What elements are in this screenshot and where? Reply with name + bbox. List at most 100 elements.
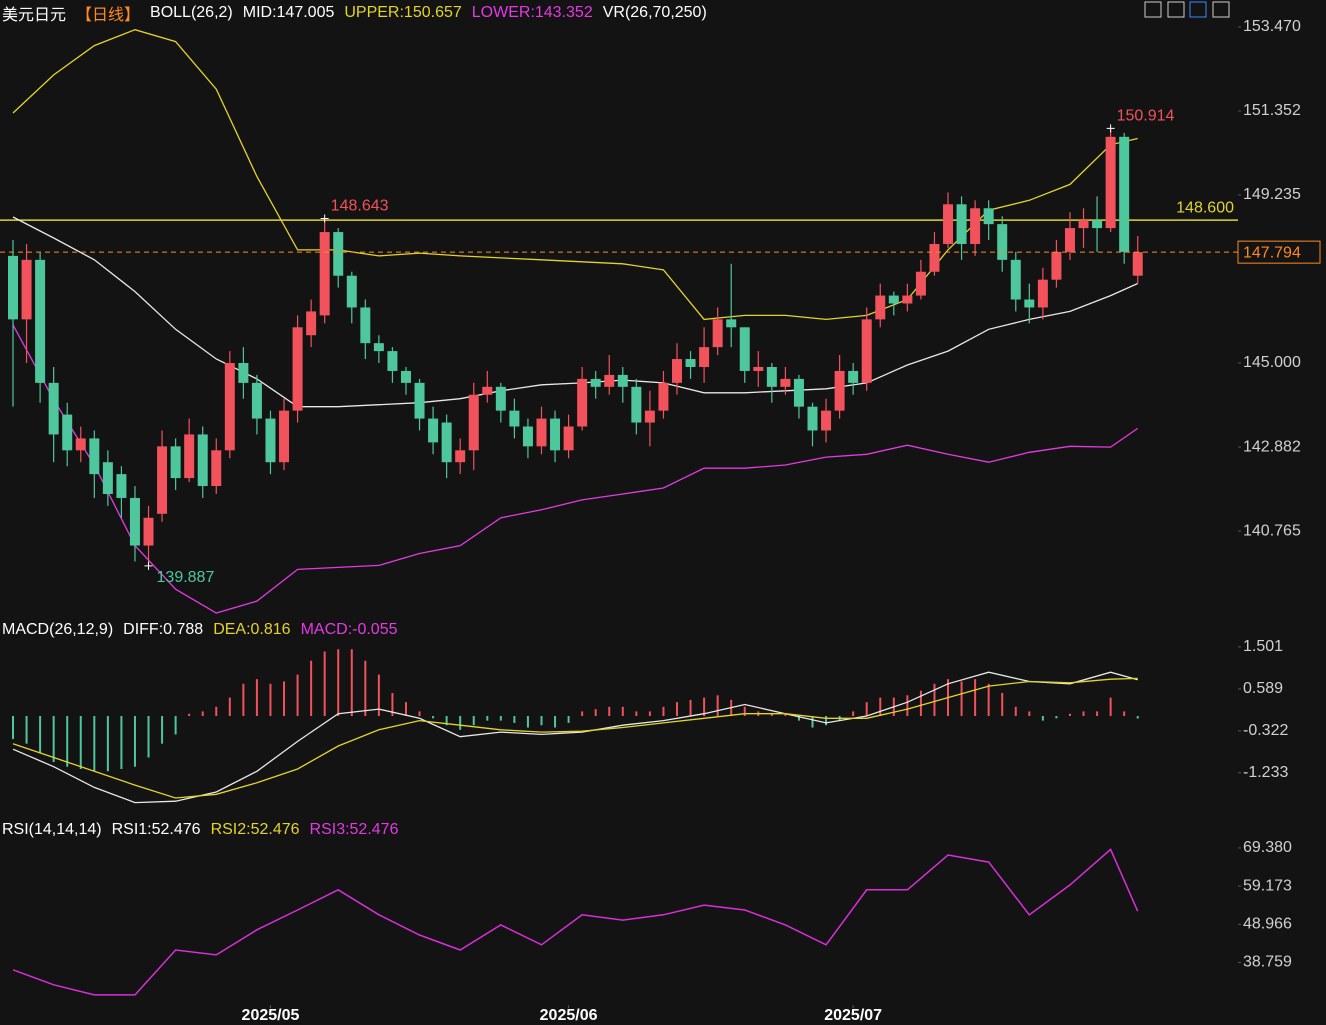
boll-line (12, 29, 1138, 321)
legend-item: RSI2:52.476 (210, 821, 300, 838)
candle-body (766, 366, 777, 387)
candle-body (1078, 220, 1089, 229)
y-tick-label: 153.470 (1243, 18, 1301, 35)
candle-body (265, 418, 276, 463)
candle-body (509, 410, 520, 427)
candle-body (455, 450, 466, 463)
toolbar-button[interactable] (1167, 1, 1185, 18)
macd-line (12, 677, 1138, 799)
y-tick-label: 149.235 (1243, 186, 1301, 203)
candle-body (929, 243, 940, 272)
main-legend: 美元日元 【日线】 BOLL(26,2) MID:147.005 UPPER:150.6… (2, 1, 707, 25)
high-marker (1106, 124, 1115, 133)
legend-item: MACD(26,12,9) (2, 621, 114, 638)
legend-item: MID:147.005 (242, 4, 335, 21)
candle-body (671, 359, 682, 383)
toolbar-button[interactable] (1144, 1, 1162, 18)
y-tick-label: 59.173 (1243, 877, 1292, 894)
candle-body (251, 382, 262, 419)
candle-body (522, 426, 533, 447)
candle-body (468, 394, 479, 451)
macd-legend: MACD(26,12,9) DIFF:0.788 DEA:0.816 MACD:-0.… (2, 621, 398, 639)
legend-item: RSI(14,14,14) (2, 821, 102, 838)
candle-body (8, 255, 19, 320)
candle-body (550, 418, 561, 451)
candle-body (1010, 259, 1021, 300)
boll-line (12, 324, 1139, 614)
legend-item: 【日线】 (76, 7, 141, 24)
legend-item: UPPER:150.657 (344, 4, 462, 21)
candle-body (861, 319, 872, 383)
legend-item: 美元日元 (2, 7, 67, 24)
candle-body (1037, 279, 1048, 308)
candle-body (1051, 251, 1062, 280)
candle-body (1092, 220, 1103, 229)
candle-body (753, 366, 764, 371)
candle-body (997, 224, 1008, 260)
candle-body (129, 497, 140, 546)
candle-body (604, 374, 615, 387)
candle-body (48, 382, 59, 435)
legend-item: RSI3:52.476 (309, 821, 399, 838)
legend-item: BOLL(26,2) (150, 4, 233, 21)
legend-item: RSI1:52.476 (111, 821, 201, 838)
candle-body (943, 204, 954, 244)
candle-body (1064, 228, 1075, 252)
candle-body (726, 319, 737, 328)
candle-body (224, 363, 235, 451)
candle-body (834, 370, 845, 411)
candle-body (956, 204, 967, 244)
candle-body (1105, 136, 1116, 229)
x-tick-label: 2025/06 (540, 1007, 598, 1024)
y-tick-label: 69.380 (1243, 839, 1292, 856)
toolbar-button[interactable] (1212, 1, 1230, 18)
candle-body (536, 418, 547, 447)
legend-item: LOWER:143.352 (471, 4, 593, 21)
legend-item: DEA:0.816 (213, 621, 291, 638)
candle-body (441, 422, 452, 463)
toolbar-button[interactable] (1189, 1, 1207, 18)
candle-body (75, 438, 86, 451)
candle-body (360, 307, 371, 344)
candle-body (211, 450, 222, 487)
candle-body (157, 446, 168, 514)
candle-body (617, 374, 628, 387)
candle-body (563, 426, 574, 451)
candle-body (387, 351, 398, 371)
candle-body (21, 259, 32, 320)
last-price-tag (1237, 240, 1321, 264)
candle-body (631, 386, 642, 423)
candle-body (373, 343, 384, 352)
candle-body (482, 386, 493, 395)
candle-body (685, 359, 696, 367)
candle-body (915, 271, 926, 296)
candle-body (848, 370, 859, 383)
high-label: 148.643 (331, 198, 389, 215)
high-label: 150.914 (1117, 108, 1175, 125)
y-tick-label: 1.501 (1243, 638, 1283, 655)
candle-body (306, 311, 317, 336)
candle-body (807, 406, 818, 431)
candle-body (902, 295, 913, 304)
candle-body (780, 378, 791, 387)
y-tick-label: 145.000 (1243, 354, 1301, 371)
candle-body (983, 208, 994, 225)
y-tick-label: -0.322 (1243, 722, 1288, 739)
candle-body (1132, 252, 1143, 276)
candle-body (699, 347, 710, 367)
toolbar (1144, 1, 1230, 18)
y-tick-label: -1.233 (1243, 764, 1288, 781)
candle-body (197, 434, 208, 487)
y-tick-label: 151.352 (1243, 102, 1301, 119)
low-marker (144, 561, 153, 570)
candle-body (875, 295, 886, 320)
candle-body (821, 410, 832, 431)
x-tick-label: 2025/07 (824, 1007, 882, 1024)
candle-body (970, 208, 981, 244)
candle-body (170, 446, 181, 479)
y-tick-label: 38.759 (1243, 954, 1292, 971)
candle-body (89, 438, 100, 475)
candle-body (739, 327, 750, 371)
